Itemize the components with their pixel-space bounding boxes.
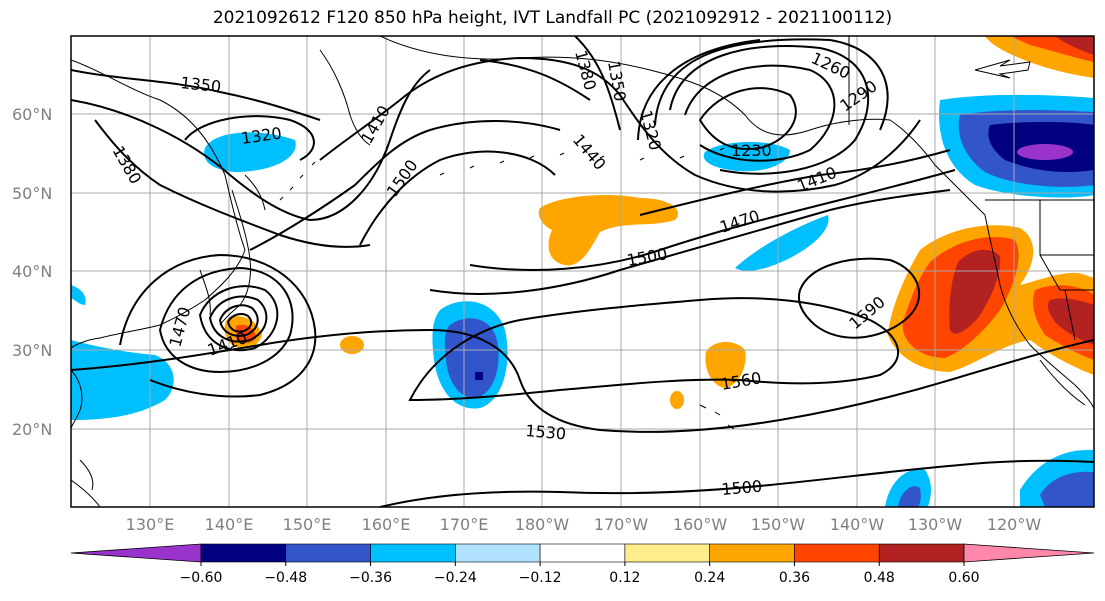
coast-aleutians: [439, 147, 725, 176]
colorbar-tick-label: −0.60: [180, 570, 223, 586]
contour-1350-al: [637, 39, 761, 141]
coast-mexico: [1039, 359, 1086, 406]
contour-1500-c: [379, 459, 1094, 507]
contour-1440: [319, 56, 921, 193]
colorbar-box: [370, 543, 456, 563]
state-borders: [848, 36, 1094, 341]
contour-1290: [669, 45, 870, 175]
contour-1320-japan: [184, 115, 315, 161]
coast-japan: [219, 174, 266, 326]
height-contours: [71, 36, 1094, 507]
contour-1410-c: [639, 149, 951, 216]
contour-1560: [408, 297, 900, 402]
contour-1590: [797, 257, 921, 339]
coast-na-west: [984, 214, 1094, 411]
colorbar-tick-label: 0.24: [694, 570, 725, 586]
contour-1380-west: [94, 119, 371, 248]
colorbar-tick-label: 0.48: [864, 570, 895, 586]
lon-label: 130°E: [126, 515, 175, 534]
coast-philippines: [71, 459, 101, 507]
contour-1230: [698, 87, 797, 150]
ivt-blue-patch-japan: [204, 132, 296, 172]
latitude-labels: 60°N 50°N 40°N 30°N 20°N: [12, 105, 52, 439]
contour-1260: [684, 64, 836, 162]
colorbar-box: [285, 543, 371, 563]
coast-kamchatka: [319, 49, 371, 146]
lon-label: 170°W: [594, 515, 649, 534]
coast-korea: [199, 269, 211, 316]
colorbar-box: [539, 543, 626, 563]
lat-label: 40°N: [12, 262, 52, 281]
lat-label: 50°N: [12, 184, 52, 203]
lon-label: 140°W: [830, 515, 885, 534]
contour-1380-al: [574, 36, 621, 131]
colorbar-box: [709, 543, 795, 563]
contour-label: 1500: [721, 477, 763, 499]
colorbar-box: [455, 543, 541, 563]
colorbar-box: [794, 543, 880, 563]
ivt-shading: [71, 36, 1094, 507]
lon-label: 140°E: [205, 515, 254, 534]
lon-label: 160°E: [362, 515, 411, 534]
contour-1470: [469, 169, 956, 271]
lon-label: 150°E: [283, 515, 332, 534]
contour-1410: [71, 69, 431, 222]
colorbar-box: [200, 543, 287, 563]
colorbar: −0.60 −0.48 −0.36 −0.24 −0.12 0.12 0.24 0.36 0.4…: [70, 543, 1095, 586]
contour-label: 1230: [731, 141, 772, 160]
ivt-west-blue: [71, 340, 174, 420]
colorbar-tick-label: −0.24: [434, 570, 477, 586]
contour-1350-west: [71, 69, 321, 121]
colorbar-tick-label: −0.48: [264, 570, 307, 586]
lon-label: 170°E: [440, 515, 489, 534]
map-title: 2021092612 F120 850 hPa height, IVT Land…: [212, 8, 893, 28]
colorbar-tick-label: −0.12: [519, 570, 562, 586]
contour-1530: [71, 328, 1094, 433]
contour-label: 1530: [525, 421, 567, 443]
ivt-positive-north-pacific: [538, 195, 679, 266]
colorbar-extend-max: [963, 543, 1095, 563]
map-frame: [70, 35, 1095, 508]
colorbar-tick-label: 0.12: [609, 570, 640, 586]
lon-label: 180°W: [515, 515, 570, 534]
contour-1500: [249, 120, 561, 251]
colorbar-box: [878, 543, 965, 563]
contour-1320-al: [654, 38, 889, 131]
lon-label: 160°W: [673, 515, 728, 534]
lat-label: 30°N: [12, 341, 52, 360]
contour-1410-b: [479, 59, 591, 101]
colorbar-extend-min: [70, 543, 202, 563]
colorbar-tick-label: 0.36: [779, 570, 810, 586]
ivt-blue-patch-aleutian: [703, 141, 790, 172]
lon-label: 130°W: [908, 515, 963, 534]
colorbar-tick-label: −0.36: [349, 570, 392, 586]
ivt-negative-inner-central: [444, 318, 499, 399]
colorbar-tick-label: 0.60: [948, 570, 979, 586]
colorbar-box: [624, 543, 710, 563]
coast-kurils: [279, 161, 316, 201]
contour-1500-b: [429, 189, 951, 295]
coast-asia: [71, 59, 246, 349]
contour-low-japan: [119, 253, 317, 398]
lon-label: 120°W: [987, 515, 1042, 534]
longitude-labels: 130°E 140°E 150°E 160°E 170°E 180°W 170°…: [126, 515, 1042, 534]
coastlines: [71, 36, 1094, 507]
coast-se-asia: [71, 369, 83, 429]
ivt-light-streak: [735, 215, 829, 271]
lon-label: 150°W: [751, 515, 806, 534]
arrow-icon: [974, 59, 1031, 79]
lat-label: 60°N: [12, 105, 52, 124]
contour-label: 1350: [180, 73, 222, 96]
lat-label: 20°N: [12, 420, 52, 439]
